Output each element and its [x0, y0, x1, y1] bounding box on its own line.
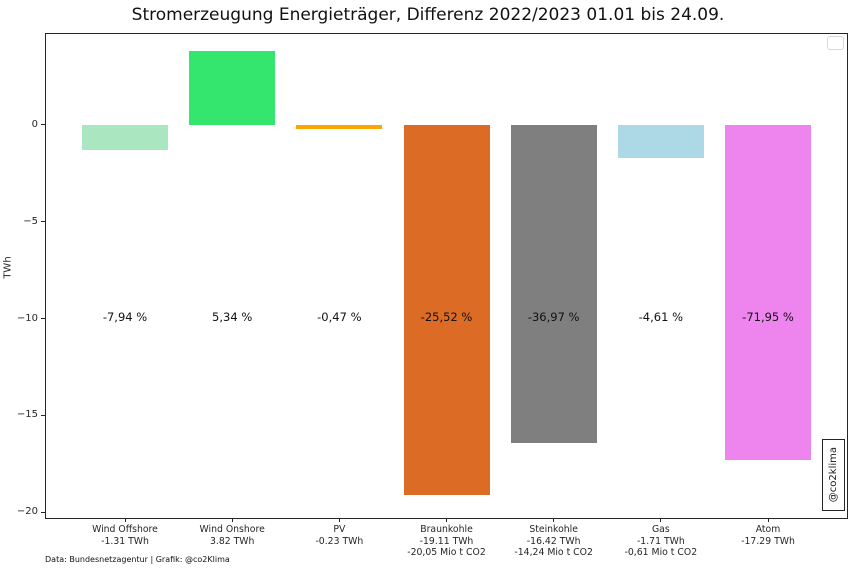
- x-tick-label: Atom -17.29 TWh: [741, 524, 795, 547]
- x-tick-mark: [231, 518, 233, 522]
- bar-pv: [296, 124, 383, 130]
- y-tick-label: −10: [16, 312, 38, 324]
- watermark-box: @co2klima: [822, 439, 845, 511]
- y-tick-mark: [41, 318, 45, 320]
- y-tick-label: −5: [23, 215, 38, 227]
- y-axis-label: TWh: [2, 256, 14, 279]
- bar-wind-onshore: [189, 51, 276, 125]
- x-tick-mark: [767, 518, 769, 522]
- y-tick-mark: [41, 414, 45, 416]
- x-tick-label: Steinkohle -16.42 TWh -14,24 Mio t CO2: [514, 524, 593, 558]
- x-tick-label: Wind Onshore 3.82 TWh: [199, 524, 265, 547]
- watermark-text: @co2klima: [828, 447, 839, 503]
- x-tick-label: Wind Offshore -1.31 TWh: [92, 524, 158, 547]
- y-tick-label: −15: [16, 409, 38, 421]
- x-tick-label: Braunkohle -19.11 TWh -20,05 Mio t CO2: [407, 524, 486, 558]
- bar-gas: [617, 124, 704, 159]
- y-tick-mark: [41, 221, 45, 223]
- bar-percent-label: -36,97 %: [527, 310, 580, 324]
- y-tick-label: 0: [31, 118, 38, 130]
- x-tick-mark: [338, 518, 340, 522]
- bar-braunkohle: [403, 124, 490, 495]
- x-tick-mark: [553, 518, 555, 522]
- bar-percent-label: -7,94 %: [102, 310, 148, 324]
- chart-title: Stromerzeugung Energieträger, Differenz …: [131, 5, 725, 25]
- y-tick-mark: [41, 124, 45, 126]
- plot-area: @co2klima 0 −5 −10 −15 −20 -7,94 % Wind Offsho…: [17, 33, 848, 558]
- x-tick-label: Gas -1.71 TWh -0,61 Mio t CO2: [624, 524, 698, 558]
- bar-percent-label: -4,61 %: [638, 310, 683, 324]
- y-tick-label: −20: [16, 506, 38, 518]
- bar-percent-label: -0,47 %: [317, 310, 362, 324]
- footer-credit: Data: Bundesnetzagentur | Grafik: @co2Kl…: [45, 555, 230, 564]
- bar-percent-label: -71,95 %: [742, 310, 794, 324]
- x-tick-mark: [446, 518, 447, 522]
- bar-atom: [725, 124, 811, 460]
- y-tick-mark: [41, 511, 45, 513]
- bar-wind-offshore: [82, 124, 168, 151]
- legend-box: [827, 36, 844, 50]
- bar-steinkohle: [510, 124, 597, 443]
- x-tick-mark: [660, 518, 662, 522]
- x-tick-label: PV -0.23 TWh: [315, 524, 364, 547]
- bar-percent-label: 5,34 %: [212, 310, 253, 324]
- x-tick-mark: [124, 518, 126, 522]
- bar-percent-label: -25,52 %: [420, 310, 473, 324]
